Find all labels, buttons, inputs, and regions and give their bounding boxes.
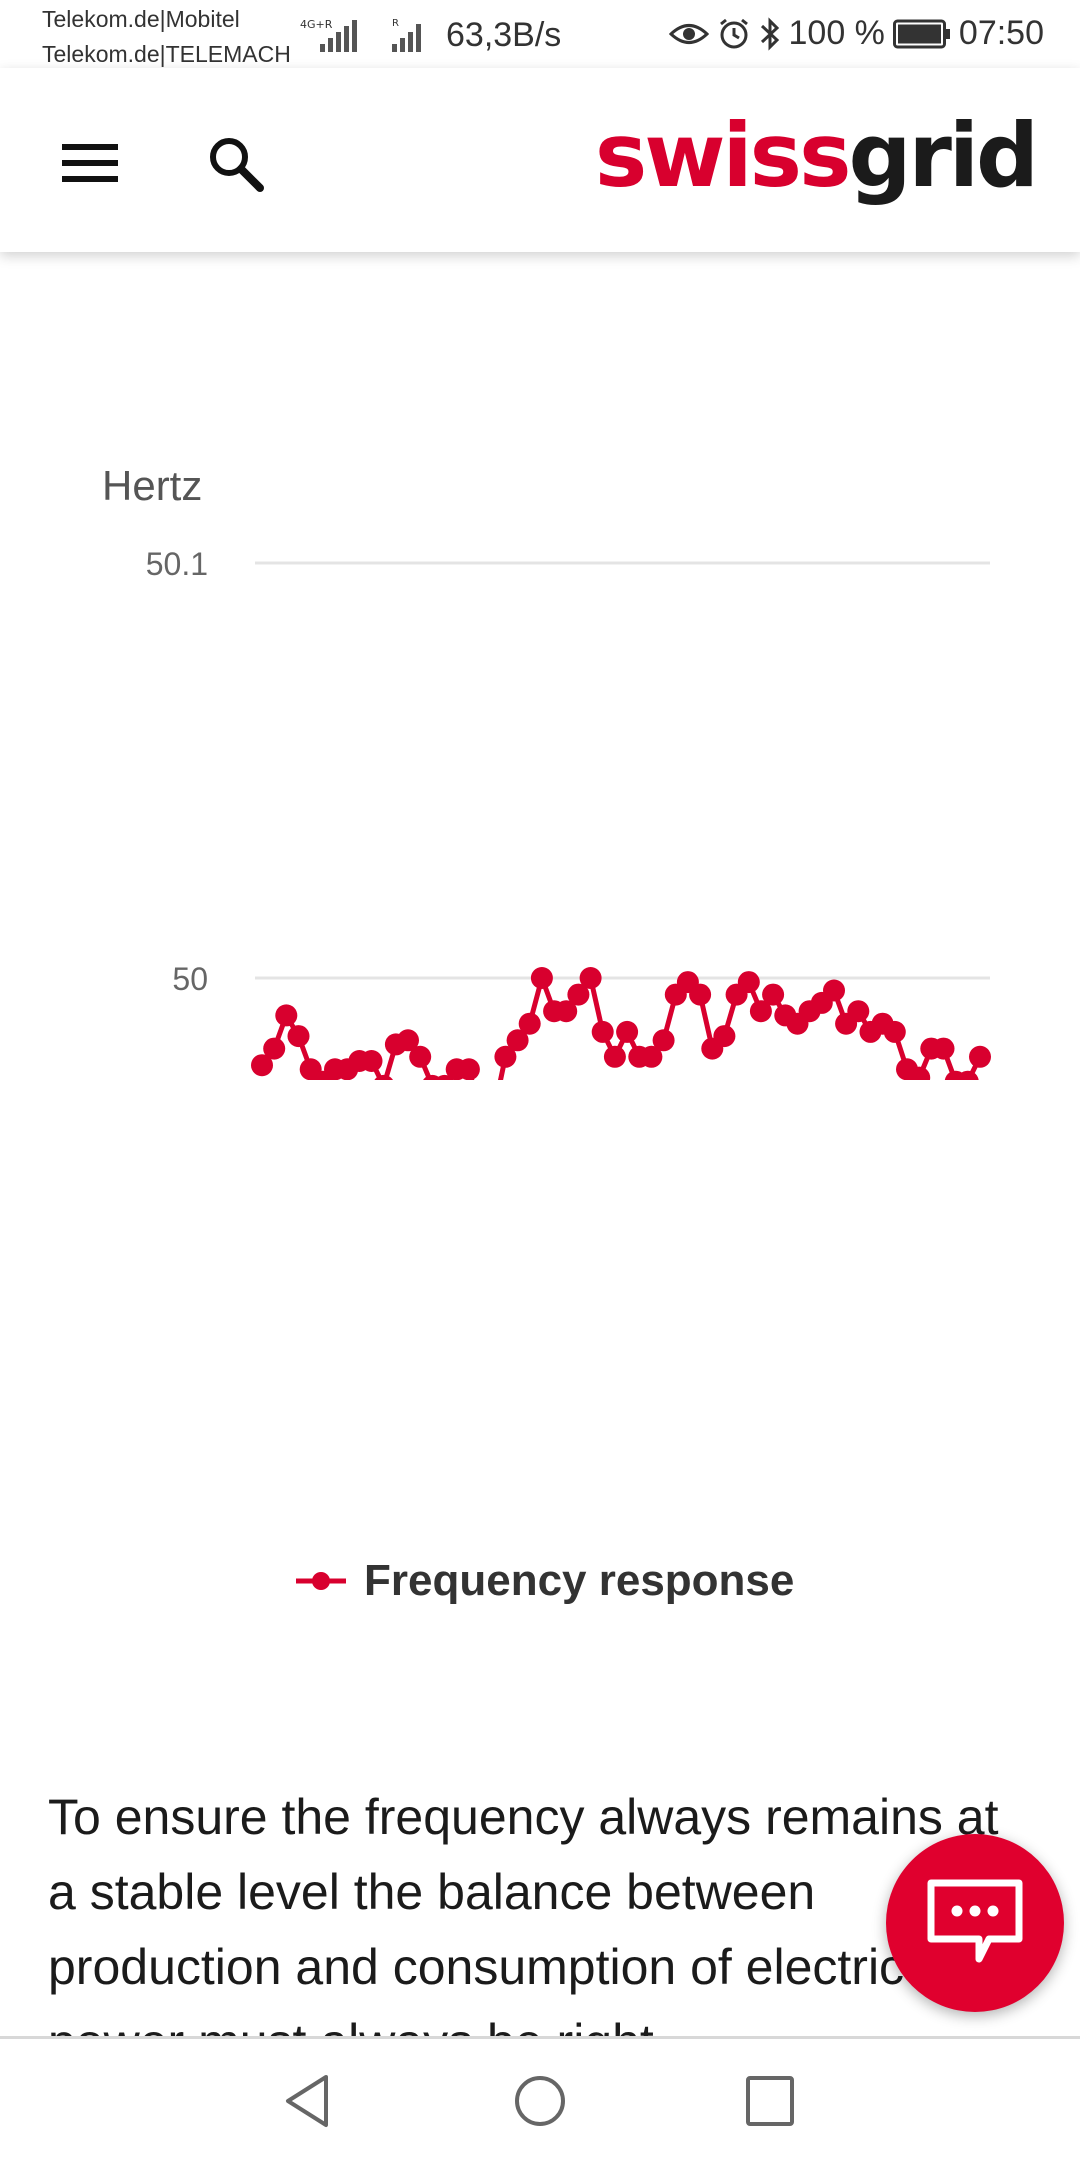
data-point [530, 967, 553, 989]
signal-4g-icon: 4G+R [300, 18, 357, 52]
app-header: swissgrid [0, 68, 1080, 252]
frequency-chart: 50.15049.907:4107:4207:4307:4407:4507:46… [146, 546, 991, 1080]
eye-icon [668, 23, 709, 44]
y-axis-title: Hertz [102, 462, 203, 509]
system-nav-bar [0, 2036, 1080, 2160]
data-point [506, 1029, 529, 1052]
legend-marker [296, 1572, 346, 1590]
svg-text:4G+R: 4G+R [300, 18, 333, 31]
data-point [932, 1037, 955, 1060]
data-point [652, 1029, 675, 1052]
y-tick-label: 50.1 [146, 546, 208, 582]
data-point [263, 1037, 286, 1060]
data-point [591, 1020, 614, 1043]
data-point [494, 1045, 517, 1068]
battery-percent: 100 % [788, 14, 885, 52]
status-bar: Telekom.de|Mobitel Telekom.de|TELEMACH 4… [0, 0, 1080, 68]
hamburger-menu-icon[interactable] [62, 144, 118, 182]
data-point [713, 1025, 736, 1048]
data-point [567, 983, 590, 1006]
bluetooth-icon [760, 16, 779, 51]
logo-part-swiss: swiss [594, 104, 852, 207]
chart-legend[interactable]: Frequency response [296, 1556, 794, 1606]
data-point [409, 1045, 432, 1068]
carrier-2: Telekom.de|TELEMACH [42, 41, 291, 67]
back-icon[interactable] [282, 2073, 332, 2129]
home-icon[interactable] [512, 2073, 568, 2129]
data-point [518, 1012, 541, 1035]
data-point [749, 1000, 772, 1023]
data-point [579, 967, 602, 989]
data-point [374, 1074, 393, 1080]
data-point [737, 971, 760, 994]
data-point [457, 1058, 480, 1080]
carrier-1: Telekom.de|Mobitel [42, 6, 240, 32]
data-point [397, 1029, 419, 1052]
recents-icon[interactable] [744, 2073, 796, 2129]
data-point [251, 1054, 273, 1077]
logo-part-grid: grid [848, 104, 1039, 207]
data-point [883, 1020, 906, 1043]
alarm-icon [719, 18, 748, 48]
data-point [275, 1004, 298, 1027]
data-point [616, 1020, 639, 1043]
chat-bubble-icon [927, 1879, 1023, 1963]
data-point [689, 983, 712, 1006]
network-speed: 63,3B/s [446, 16, 562, 54]
data-point [847, 1000, 870, 1023]
data-point [762, 983, 785, 1006]
data-point [823, 979, 845, 1002]
data-point [603, 1045, 626, 1068]
search-icon[interactable] [206, 134, 266, 194]
data-point [640, 1045, 663, 1068]
legend-label: Frequency response [364, 1556, 795, 1605]
svg-text:R: R [392, 18, 399, 29]
data-point [287, 1025, 310, 1048]
data-point [555, 1000, 578, 1023]
intro-paragraph: To ensure the frequency always remains a… [48, 1789, 999, 2070]
data-point [360, 1050, 383, 1072]
battery-icon [892, 19, 950, 48]
data-point [956, 1070, 979, 1080]
data-point [969, 1045, 991, 1068]
signal-roaming-icon: R [392, 18, 421, 52]
chat-button[interactable] [886, 1834, 1064, 2012]
clock: 07:50 [958, 14, 1044, 52]
swissgrid-logo[interactable]: swissgrid [594, 104, 1039, 207]
y-tick-label: 50 [172, 961, 208, 997]
data-point [908, 1066, 931, 1080]
